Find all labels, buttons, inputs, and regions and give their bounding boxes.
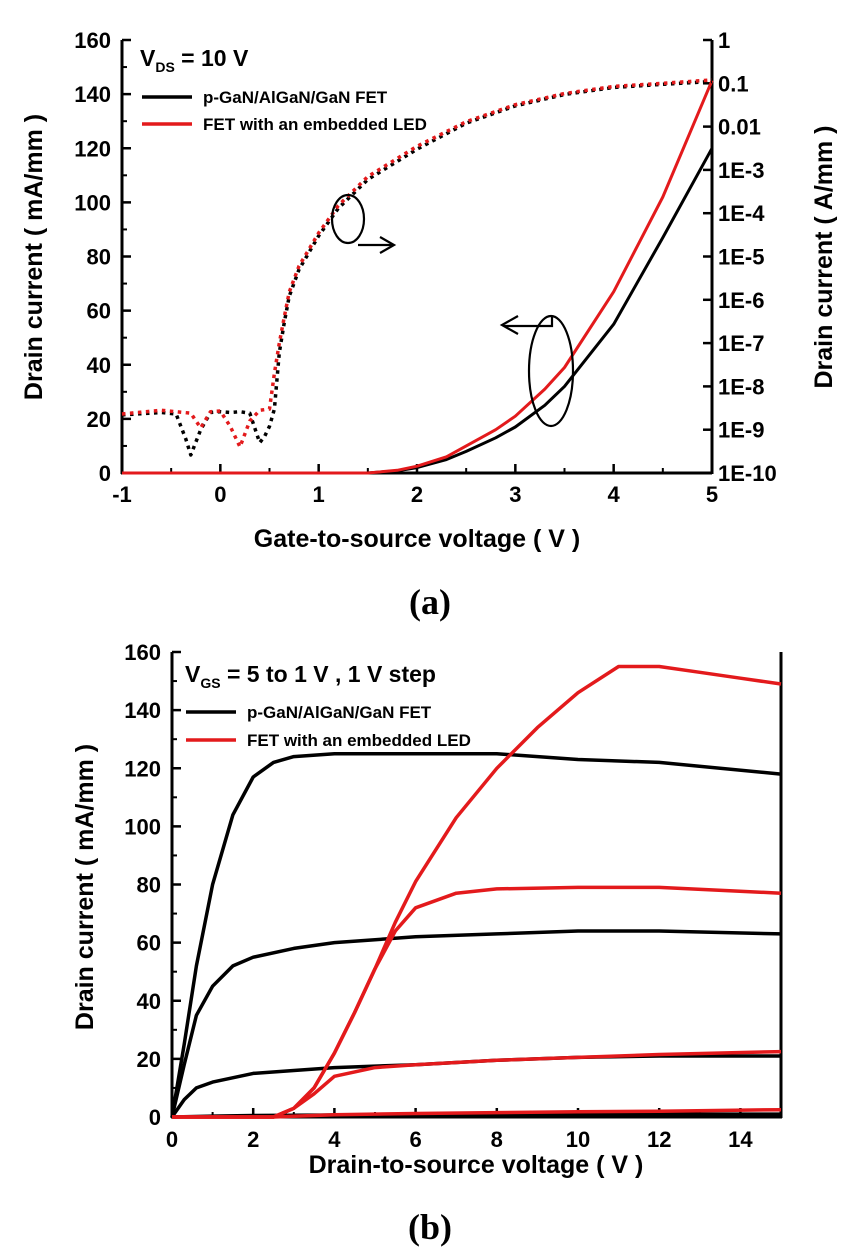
- a-series-2-log-dotted: [121, 79, 713, 457]
- a-legend: p-GaN/AlGaN/GaN FET FET with an embedded…: [142, 88, 427, 134]
- a-y-tick-label: 160: [74, 28, 111, 53]
- a-y2-tick-label: 1E-3: [718, 158, 764, 183]
- a-x-tick-label: 0: [214, 482, 226, 507]
- b-series-5: [172, 885, 782, 1119]
- b-y-tick-label: 0: [149, 1105, 161, 1130]
- a-series-1-linear: [122, 80, 714, 475]
- b-y-tick-label: 40: [137, 989, 161, 1014]
- a-legend-label-fet: p-GaN/AlGaN/GaN FET: [203, 88, 388, 107]
- a-y2-tick-label: 1E-5: [718, 245, 764, 270]
- a-vds-annotation: VDS = 10 V: [140, 45, 249, 75]
- a-x-tick-label: 5: [706, 482, 718, 507]
- a-y-axis-label: Drain current ( mA/mm ): [20, 114, 48, 400]
- a-y2-tick-label: 1E-6: [718, 288, 764, 313]
- b-legend-label-fet: p-GaN/AlGaN/GaN FET: [247, 703, 432, 722]
- a-y-tick-label: 0: [99, 461, 111, 486]
- b-y-axis-label: Drain current ( mA/mm ): [71, 744, 99, 1030]
- a-panel-label: (a): [409, 582, 451, 622]
- b-x-tick-label: 12: [647, 1127, 671, 1152]
- a-annotation-circle-right: [330, 193, 397, 254]
- a-y2-axis-label: Drain current ( A/mm ): [810, 125, 838, 388]
- b-x-tick-label: 10: [566, 1127, 590, 1152]
- b-y-tick-label: 140: [124, 698, 161, 723]
- a-y-tick-label: 100: [74, 190, 111, 215]
- a-y2-tick-label: 0.01: [718, 115, 761, 140]
- b-series-1: [170, 929, 782, 1118]
- a-annotation-circle-left: [499, 314, 575, 428]
- a-series-3-log-dotted: [121, 78, 713, 449]
- b-x-tick-label: 8: [491, 1127, 503, 1152]
- b-x-tick-label: 2: [247, 1127, 259, 1152]
- b-x-tick-label: 0: [166, 1127, 178, 1152]
- a-y2-tick-label: 1E-4: [718, 201, 765, 226]
- a-legend-label-led: FET with an embedded LED: [203, 115, 427, 134]
- a-y-tick-label: 80: [87, 245, 111, 270]
- a-y-tick-label: 140: [74, 82, 111, 107]
- a-y2-tick-label: 1E-7: [718, 331, 764, 356]
- a-x-tick-label: 3: [509, 482, 521, 507]
- b-x-tick-label: 4: [328, 1127, 341, 1152]
- a-y2-tick-label: 1: [718, 28, 730, 53]
- b-vgs-annotation: VGS = 5 to 1 V , 1 V step: [185, 661, 436, 691]
- b-series-6: [172, 1049, 782, 1119]
- a-x-tick-label: 2: [411, 482, 423, 507]
- b-panel-label: (b): [408, 1207, 452, 1247]
- a-y-tick-label: 60: [87, 299, 111, 324]
- b-series-0: [170, 751, 782, 1118]
- a-y2-tick-label: 1E-10: [718, 461, 777, 486]
- a-x-tick-label: 1: [313, 482, 325, 507]
- a-y2-tick-label: 1E-9: [718, 418, 764, 443]
- a-series-0-linear: [122, 147, 714, 475]
- b-legend: p-GaN/AlGaN/GaN FET FET with an embedded…: [186, 703, 471, 750]
- a-x-tick-label: -1: [112, 482, 132, 507]
- b-y-tick-label: 60: [137, 931, 161, 956]
- b-x-tick-label: 6: [409, 1127, 421, 1152]
- panel-a-chart: -1 0 1 2 3 4 50204060801001201401601E-101E-91E…: [20, 28, 838, 622]
- b-y-tick-label: 120: [124, 756, 161, 781]
- a-x-tick-label: 4: [608, 482, 621, 507]
- b-x-tick-label: 14: [728, 1127, 753, 1152]
- b-y-tick-label: 80: [137, 873, 161, 898]
- a-y-tick-label: 40: [87, 353, 111, 378]
- a-y-tick-label: 120: [74, 136, 111, 161]
- b-y-tick-label: 160: [124, 640, 161, 665]
- b-y-tick-label: 100: [124, 814, 161, 839]
- a-x-axis-label: Gate-to-source voltage ( V ): [254, 525, 580, 553]
- a-y2-tick-label: 0.1: [718, 71, 749, 96]
- b-y-tick-label: 20: [137, 1047, 161, 1072]
- a-y2-tick-label: 1E-8: [718, 374, 764, 399]
- b-series-7: [172, 1107, 782, 1119]
- b-series-2: [170, 1054, 781, 1119]
- b-x-axis-label: Drain-to-source voltage ( V ): [309, 1151, 644, 1179]
- a-y-tick-label: 20: [87, 407, 111, 432]
- b-legend-label-led: FET with an embedded LED: [247, 731, 471, 750]
